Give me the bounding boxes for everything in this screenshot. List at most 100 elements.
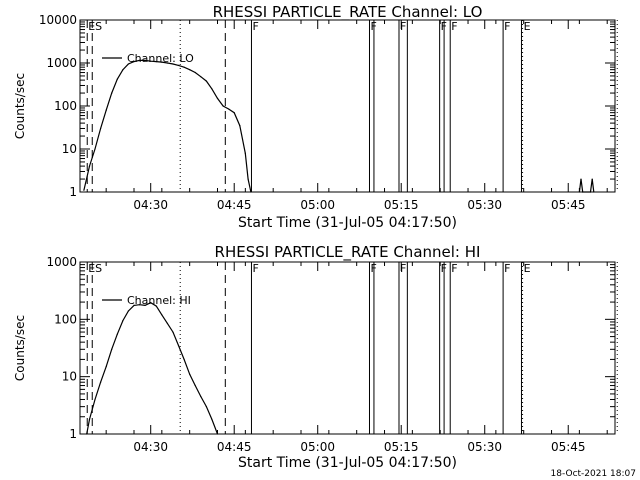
y-tick-label: 10 <box>62 370 77 384</box>
data-point <box>166 62 168 64</box>
data-point <box>88 165 91 167</box>
data-point <box>194 384 196 387</box>
x-tick-label: 04:45 <box>217 198 252 212</box>
data-point <box>250 191 252 193</box>
data-point <box>155 61 157 63</box>
data-point <box>200 76 202 78</box>
data-point <box>150 60 152 62</box>
data-point <box>239 125 241 127</box>
legend-label: Channel: HI <box>127 294 191 307</box>
data-point <box>100 381 102 383</box>
data-point <box>578 191 581 193</box>
event-flag-label: E <box>524 20 531 33</box>
data-point <box>144 59 146 62</box>
data-point <box>150 302 152 304</box>
data-point <box>161 61 163 63</box>
panel-channel-lo: RHESSI PARTICLE_RATE Channel: LO Start Ti… <box>13 3 618 231</box>
data-point <box>172 331 174 333</box>
series-line-1 <box>578 179 595 193</box>
data-point <box>100 127 102 130</box>
legend-label: Channel: LO <box>127 52 194 65</box>
x-tick-label: 05:45 <box>551 198 586 212</box>
data-point <box>127 310 129 312</box>
data-point <box>122 320 124 322</box>
x-tick-label: 05:30 <box>467 440 502 454</box>
data-point <box>161 314 163 316</box>
data-point <box>105 109 107 111</box>
data-point <box>222 105 224 107</box>
data-point <box>589 191 592 193</box>
data-point <box>116 78 118 80</box>
data-point <box>205 80 207 82</box>
data-point <box>211 88 213 90</box>
data-point <box>233 112 235 114</box>
x-tick-label: 04:30 <box>133 440 168 454</box>
y-tick-label: 100 <box>54 312 77 326</box>
event-flag-label: F <box>252 262 258 275</box>
data-point <box>111 348 113 350</box>
chart-title: RHESSI PARTICLE_RATE Channel: HI <box>215 243 481 262</box>
y-tick-label: 1 <box>69 427 77 441</box>
data-point <box>86 433 88 435</box>
data-point <box>216 433 219 435</box>
data-point <box>580 178 582 180</box>
data-point <box>211 418 213 420</box>
data-point <box>111 92 113 94</box>
event-flag-label: F <box>504 20 510 33</box>
data-point <box>244 152 246 154</box>
y-tick-label: 10 <box>62 142 77 156</box>
x-tick-label: 05:45 <box>551 440 586 454</box>
x-tick-label: 05:15 <box>384 198 419 212</box>
event-flag-label: E <box>524 262 531 275</box>
data-point <box>127 63 129 65</box>
plot-frame <box>79 261 616 435</box>
y-tick-label: 10000 <box>39 13 77 27</box>
x-tick-label: 05:15 <box>384 440 419 454</box>
data-point <box>183 66 185 68</box>
data-point <box>591 178 593 180</box>
data-point <box>183 358 185 360</box>
x-tick-label: 05:00 <box>300 440 335 454</box>
timestamp-label: 18-Oct-2021 18:07 <box>551 469 636 479</box>
data-point <box>593 191 595 193</box>
x-axis-label: Start Time (31-Jul-05 04:17:50) <box>238 215 457 231</box>
event-flag-label: F <box>451 262 457 275</box>
data-point <box>144 304 146 306</box>
data-point <box>133 304 135 306</box>
event-flag-label: F <box>252 20 258 33</box>
data-point <box>94 398 96 401</box>
event-flag-label: F <box>504 262 510 275</box>
data-point <box>177 344 180 347</box>
event-flag-label: F <box>400 262 406 275</box>
data-point <box>172 63 174 65</box>
panel-channel-hi: RHESSI PARTICLE_RATE Channel: HI Start Ti… <box>13 243 618 471</box>
chart-title: RHESSI PARTICLE_RATE Channel: LO <box>213 3 483 22</box>
data-point <box>228 108 230 110</box>
data-point <box>133 61 135 63</box>
data-point <box>94 148 96 150</box>
event-flag-label: ES <box>88 262 102 275</box>
event-flag-label: ES <box>88 20 102 33</box>
data-point <box>189 373 191 375</box>
data-point <box>105 366 107 368</box>
y-tick-label: 1000 <box>46 56 77 70</box>
data-point <box>216 97 219 99</box>
data-point <box>189 69 191 71</box>
data-point <box>122 69 124 71</box>
y-axis-label: Counts/sec <box>13 315 27 381</box>
data-point <box>247 178 249 180</box>
data-point <box>205 406 207 408</box>
series-line-0 <box>83 59 252 193</box>
x-tick-label: 05:00 <box>300 198 335 212</box>
y-tick-label: 1 <box>69 185 77 199</box>
x-tick-label: 04:45 <box>217 440 252 454</box>
data-point <box>139 304 141 306</box>
data-point <box>116 333 118 335</box>
x-axis-label: Start Time (31-Jul-05 04:17:50) <box>238 455 457 471</box>
data-point <box>582 191 584 193</box>
y-tick-label: 100 <box>54 99 77 113</box>
y-axis-label: Counts/sec <box>13 73 27 139</box>
event-flag-label: F <box>451 20 457 33</box>
data-point <box>200 395 202 398</box>
